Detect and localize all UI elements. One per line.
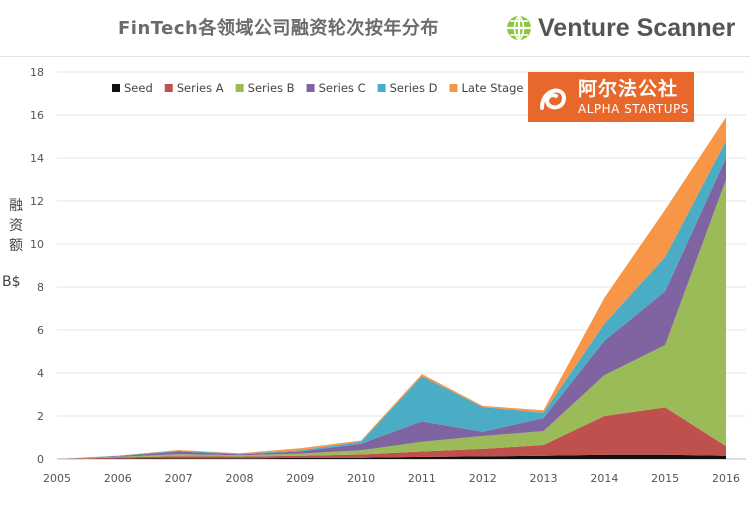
- x-tick-label: 2014: [590, 472, 618, 485]
- legend-label: Series A: [177, 81, 224, 95]
- venture-scanner-logo: Venture Scanner: [506, 12, 735, 44]
- x-tick-label: 2016: [712, 472, 740, 485]
- x-tick-label: 2009: [286, 472, 314, 485]
- legend-label: Series D: [390, 81, 438, 95]
- y-tick-label: 12: [30, 195, 44, 208]
- x-tick-label: 2006: [104, 472, 132, 485]
- y-tick-label: 16: [30, 109, 44, 122]
- header-divider: [0, 56, 750, 57]
- badge-english-name: ALPHA STARTUPS: [578, 101, 689, 116]
- legend-label: Late Stage: [462, 81, 524, 95]
- x-tick-label: 2008: [225, 472, 253, 485]
- legend-swatch: [112, 84, 120, 92]
- alpha-startups-badge: 阿尔法公社 ALPHA STARTUPS: [528, 72, 694, 122]
- legend-swatch: [164, 84, 173, 92]
- y-axis-ticks: 0 2 4 6 8 10 12 14 16 18: [30, 66, 44, 466]
- x-tick-label: 2007: [165, 472, 193, 485]
- legend-swatch: [306, 84, 315, 92]
- y-tick-label: 6: [37, 324, 44, 337]
- globe-icon: [507, 15, 531, 41]
- x-tick-label: 2015: [651, 472, 679, 485]
- y-tick-label: 0: [37, 453, 44, 466]
- y-axis-label-char: 额: [9, 238, 23, 254]
- y-tick-label: 10: [30, 238, 44, 251]
- legend-swatch: [235, 84, 244, 92]
- y-tick-label: 18: [30, 66, 44, 79]
- x-tick-label: 2005: [43, 472, 71, 485]
- legend-label: Series C: [319, 81, 366, 95]
- y-tick-label: 14: [30, 152, 44, 165]
- x-tick-label: 2012: [469, 472, 497, 485]
- y-tick-label: 2: [37, 410, 44, 423]
- x-tick-label: 2013: [530, 472, 558, 485]
- y-axis-label-char: 融: [9, 198, 23, 214]
- y-axis-label-char: 资: [9, 218, 23, 234]
- alpha-logo-icon: [540, 88, 567, 110]
- x-axis-ticks: 2005 2006 2007 2008 2009 2010 2011 2012 2013 2014…: [43, 472, 740, 485]
- area-seed: [57, 454, 726, 459]
- legend-label: Seed: [124, 81, 153, 95]
- area-series-a: [57, 407, 726, 459]
- chart-title: FinTech各领域公司融资轮次按年分布: [118, 18, 439, 39]
- brand-name: Venture Scanner: [538, 13, 736, 42]
- y-axis-unit: B$: [2, 274, 21, 290]
- x-tick-label: 2011: [408, 472, 436, 485]
- legend-label: Series B: [248, 81, 295, 95]
- legend-swatch: [377, 84, 386, 92]
- y-tick-label: 8: [37, 281, 44, 294]
- x-tick-label: 2010: [347, 472, 375, 485]
- legend: Seed Series A Series B Series C Series D Late…: [112, 81, 523, 95]
- y-axis-label: 融 资 额: [6, 196, 26, 256]
- badge-chinese-name: 阿尔法公社: [578, 77, 679, 100]
- area-series-group: [57, 117, 726, 460]
- legend-swatch: [449, 84, 458, 92]
- y-tick-label: 4: [37, 367, 44, 380]
